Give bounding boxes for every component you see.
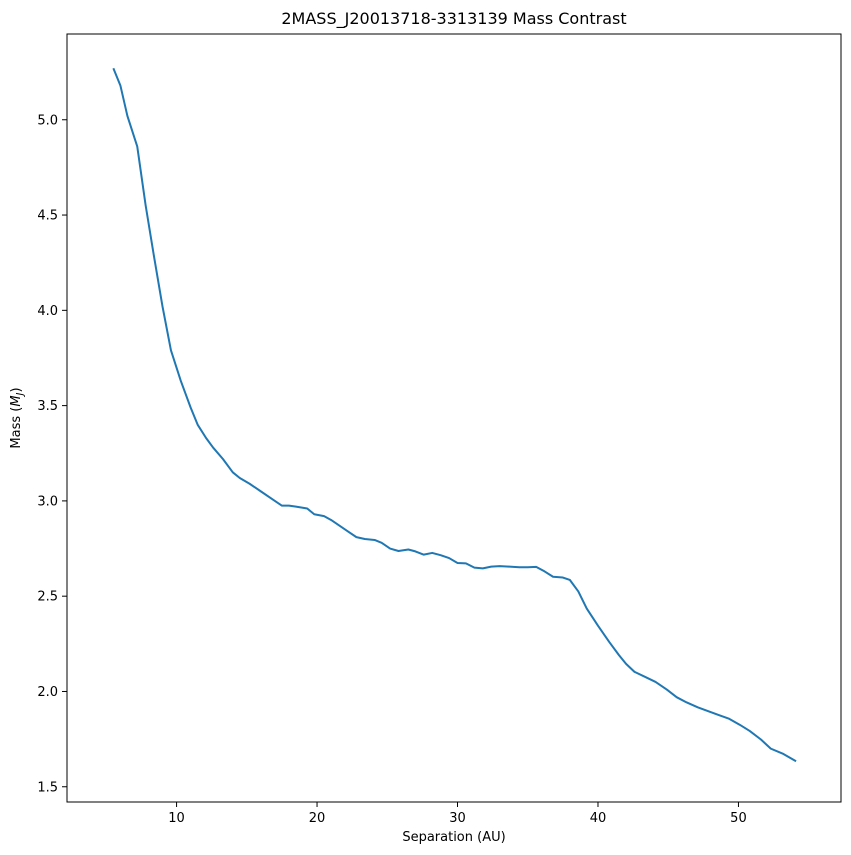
y-axis-label-prefix: Mass ( — [9, 407, 24, 449]
y-tick-label: 3.0 — [37, 494, 58, 509]
y-tick-label: 4.0 — [37, 304, 58, 319]
x-tick-label: 10 — [168, 811, 185, 826]
x-axis-ticks: 10 20 30 40 50 — [168, 802, 747, 826]
y-tick-label: 2.5 — [37, 590, 58, 605]
x-tick-label: 50 — [730, 811, 747, 826]
y-axis-label-suffix: ) — [9, 387, 24, 392]
chart-title: 2MASS_J20013718-3313139 Mass Contrast — [281, 9, 626, 29]
y-tick-label: 4.5 — [37, 209, 58, 224]
y-tick-label: 2.0 — [37, 685, 58, 700]
plot-layer — [112, 67, 797, 763]
x-tick-label: 20 — [309, 811, 326, 826]
y-axis-ticks: 1.5 2.0 2.5 3.0 3.5 4.0 4.5 5.0 — [37, 113, 67, 795]
y-axis-label-symbol: M — [9, 395, 24, 406]
plot-frame — [66, 33, 842, 803]
x-tick-label: 30 — [449, 811, 466, 826]
series-line — [112, 67, 797, 763]
y-axis-label: Mass (MJ) — [9, 387, 26, 448]
y-tick-label: 3.5 — [37, 399, 58, 414]
y-tick-label: 1.5 — [37, 780, 58, 795]
y-axis-label-subscript: J — [15, 392, 26, 397]
x-tick-label: 40 — [590, 811, 607, 826]
x-axis-label: Separation (AU) — [402, 830, 505, 845]
y-tick-label: 5.0 — [37, 113, 58, 128]
